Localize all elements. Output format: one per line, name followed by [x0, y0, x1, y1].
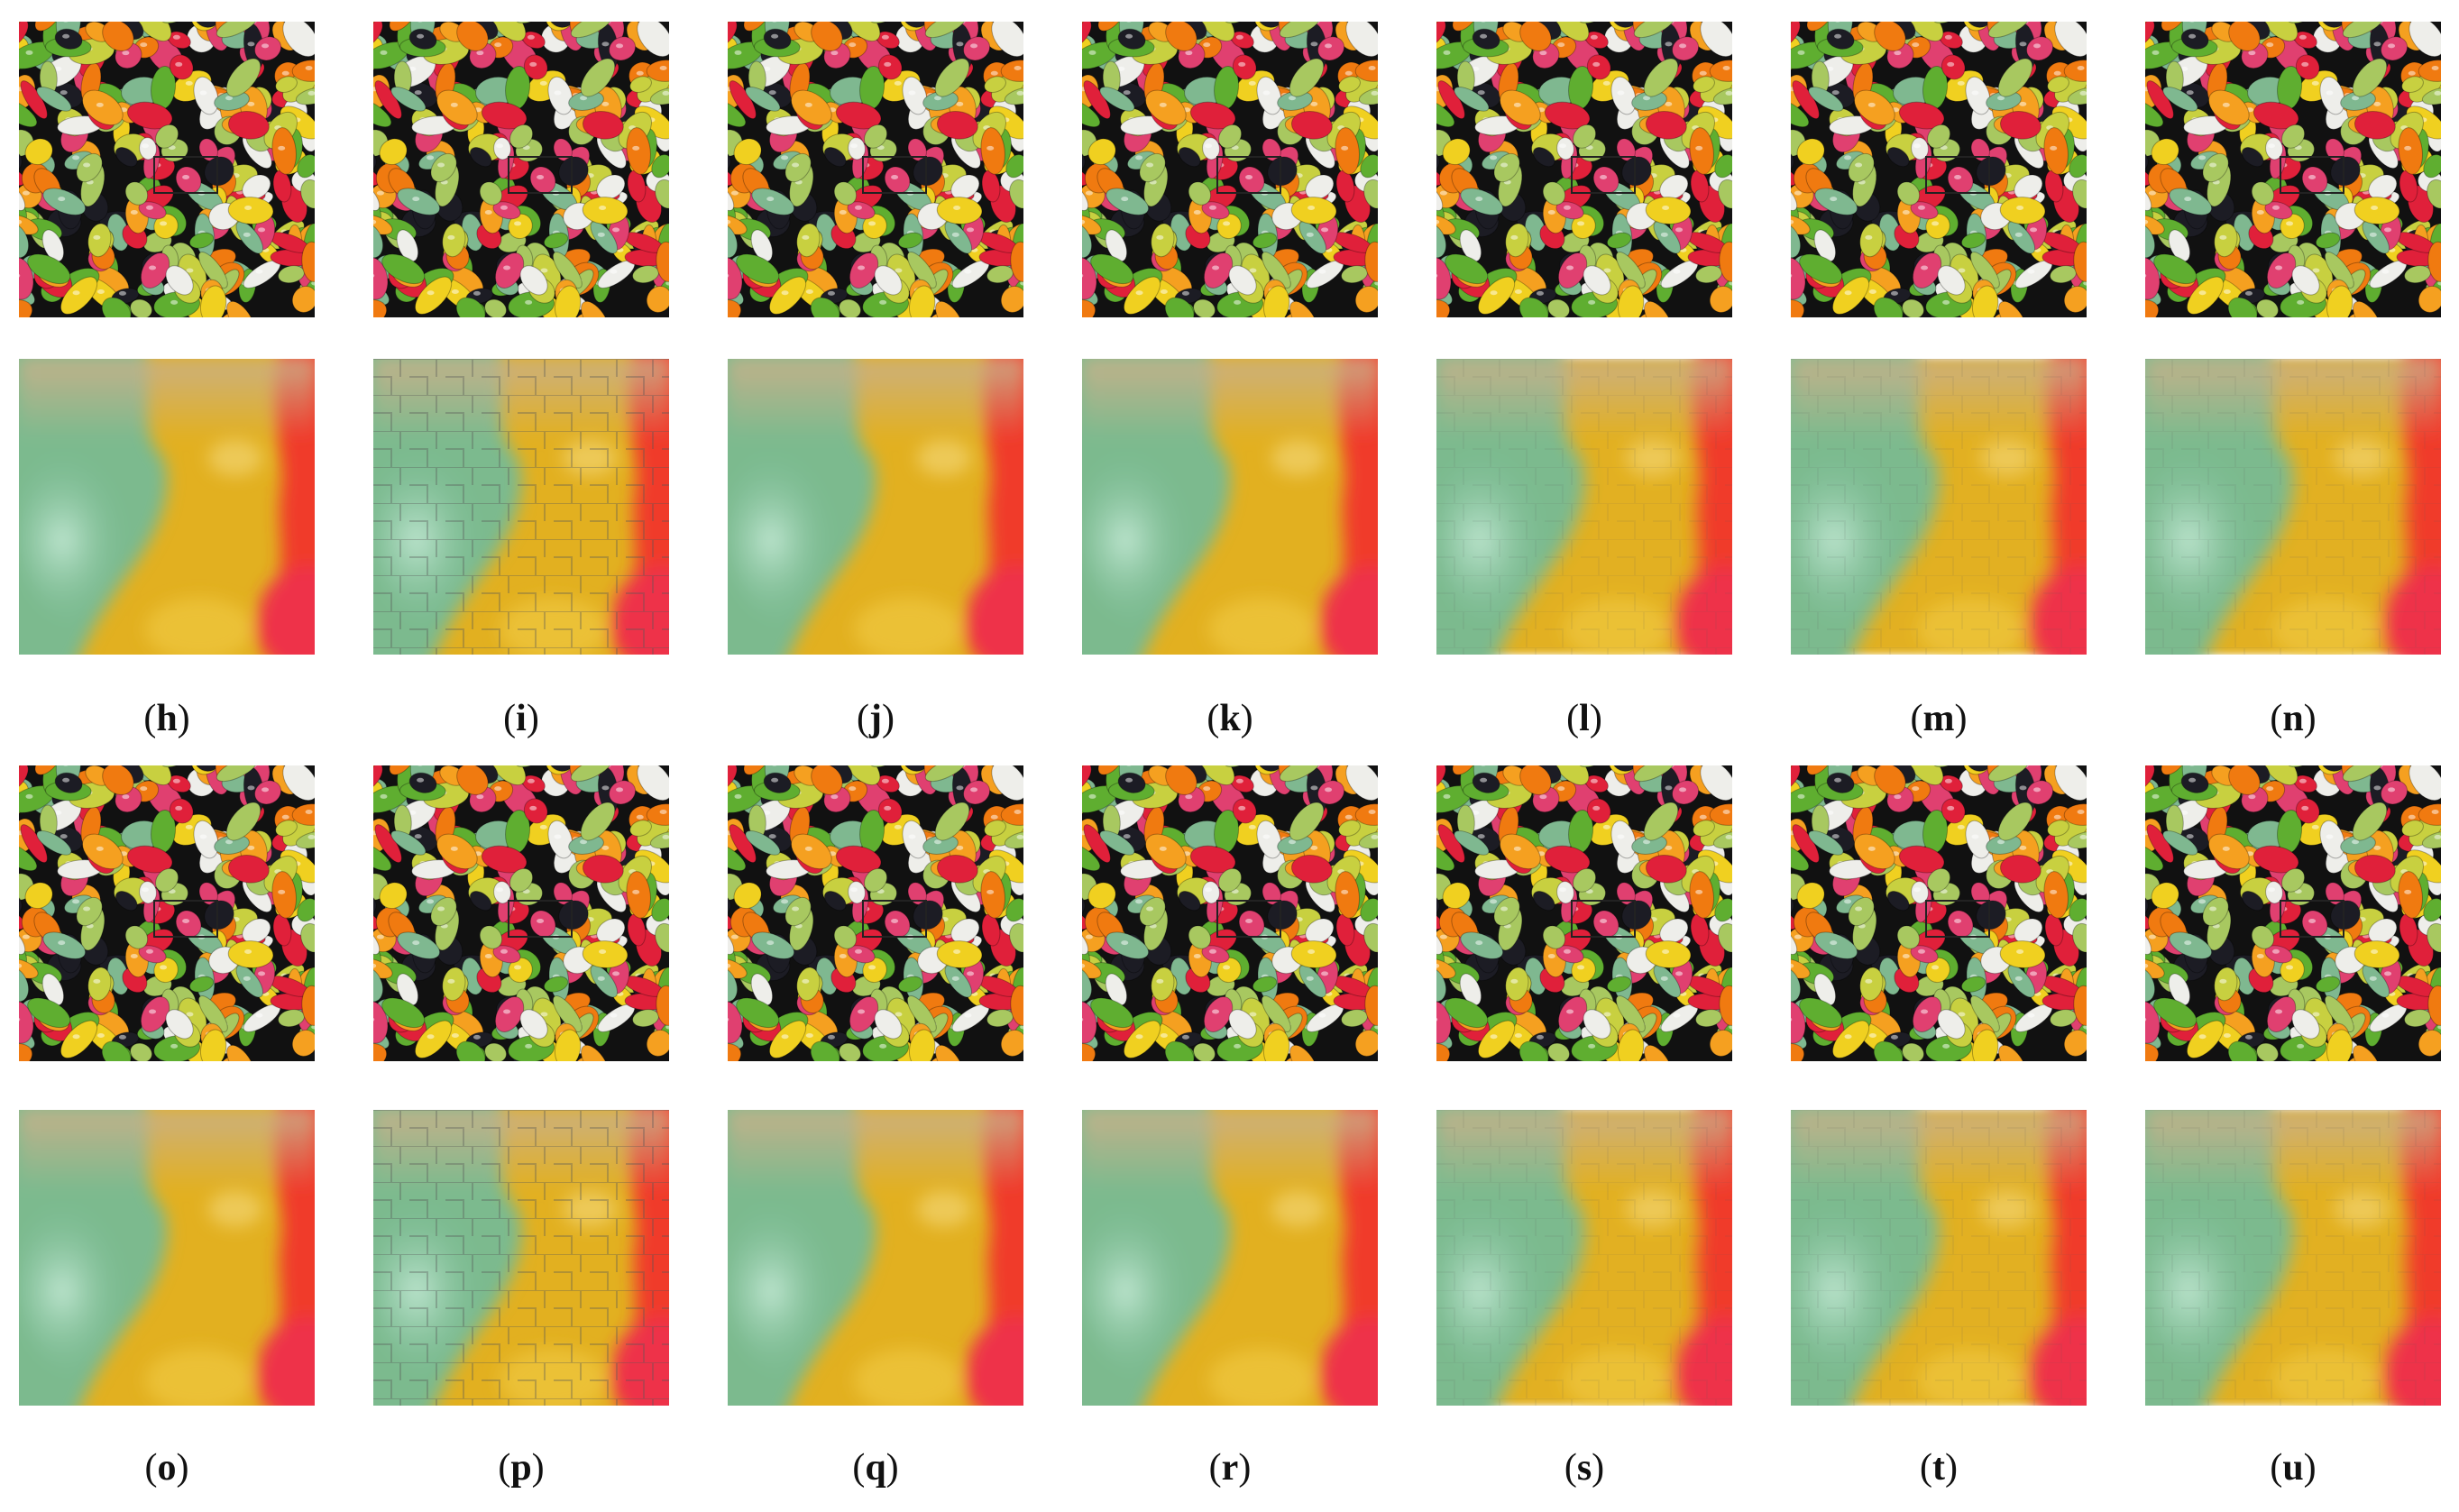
panel-label: (j): [857, 698, 895, 739]
full-image: [1436, 22, 1732, 317]
panel-label: (n): [2270, 698, 2316, 739]
zoom-image: [1, 341, 357, 674]
zoom-image: [373, 1110, 669, 1406]
panel-label: (s): [1564, 1447, 1604, 1489]
zoom-image: [1791, 359, 2087, 655]
panel-label: (u): [2270, 1447, 2316, 1489]
zoom-image: [1064, 1092, 1420, 1425]
full-image: [1791, 765, 2087, 1061]
panel-label: (p): [498, 1447, 544, 1489]
panel-label: (k): [1207, 698, 1252, 739]
zoom-image: [710, 341, 1066, 674]
full-image: [1082, 765, 1378, 1061]
panel-label: (i): [503, 698, 539, 739]
full-image: [19, 22, 315, 317]
zoom-image: [1791, 1110, 2087, 1406]
zoom-image: [2145, 1110, 2441, 1406]
full-image: [728, 22, 1023, 317]
panel-label: (m): [1911, 698, 1968, 739]
panel-label: (o): [145, 1447, 189, 1489]
full-image: [373, 22, 669, 317]
full-image: [2145, 22, 2441, 317]
panel-label: (r): [1209, 1447, 1252, 1489]
zoom-image: [710, 1092, 1066, 1425]
full-image: [2145, 765, 2441, 1061]
panel-label: (h): [143, 698, 189, 739]
panel-label: (l): [1566, 698, 1602, 739]
full-image: [1436, 765, 1732, 1061]
zoom-image: [1436, 1110, 1732, 1406]
full-image: [373, 765, 669, 1061]
zoom-image: [373, 359, 669, 655]
full-image: [1791, 22, 2087, 317]
full-image: [728, 765, 1023, 1061]
full-image: [1082, 22, 1378, 317]
zoom-image: [1064, 341, 1420, 674]
full-image: [19, 765, 315, 1061]
zoom-image: [1436, 359, 1732, 655]
zoom-image: [2145, 359, 2441, 655]
panel-label: (q): [852, 1447, 898, 1489]
zoom-image: [1, 1092, 357, 1425]
panel-label: (t): [1920, 1447, 1958, 1489]
